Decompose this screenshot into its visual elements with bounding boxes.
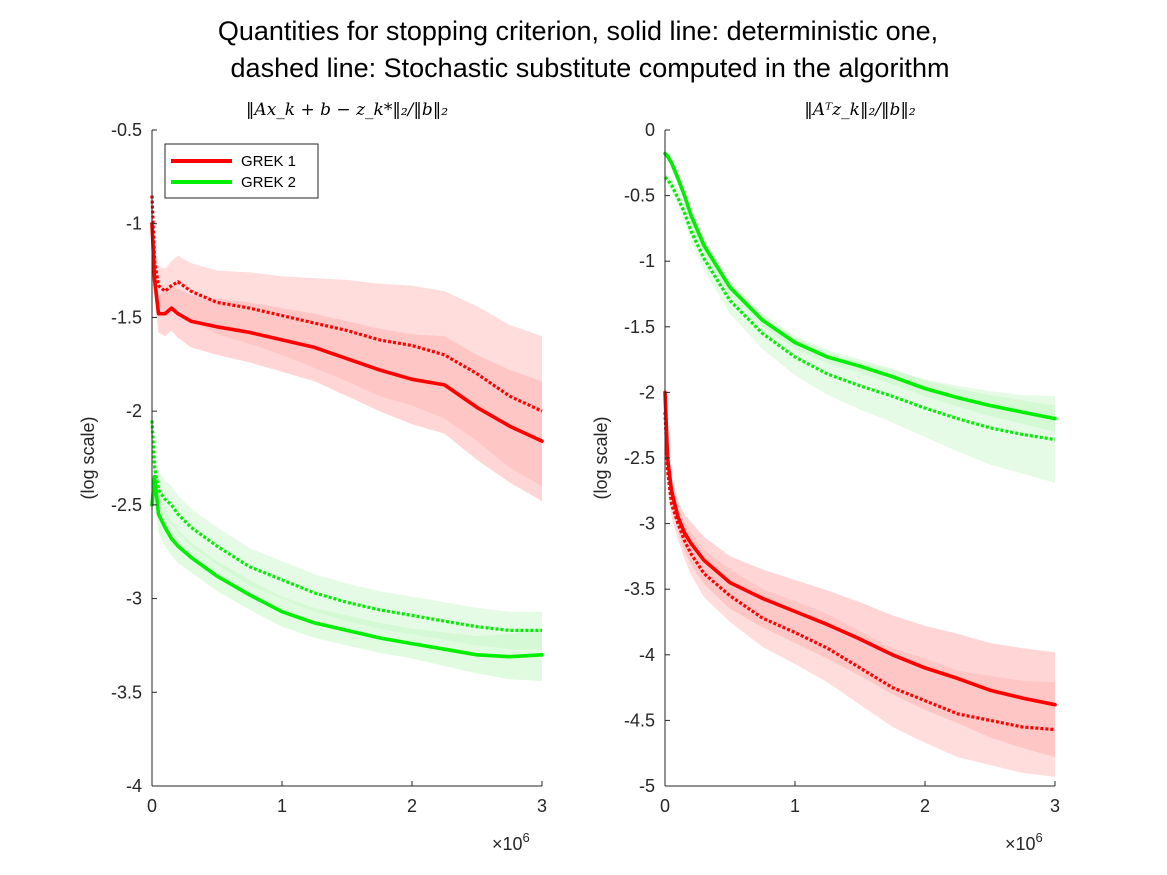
left-x-tick-label: 3 <box>537 796 547 816</box>
left-series-line-grek2-dashed <box>150 420 542 633</box>
right-y-tick-label: 0 <box>645 120 655 140</box>
right-y-tick-label: -3.5 <box>624 579 655 599</box>
right-series-line-grek1-solid <box>663 390 1057 707</box>
right-x-tick-label: 2 <box>920 796 930 816</box>
right-x-tick-label: 3 <box>1050 796 1060 816</box>
legend-entry-grek-2: GREK 2 <box>241 174 296 191</box>
left-y-axis-label: (log scale) <box>78 416 98 499</box>
left-series-line-grek1-dashed <box>150 195 543 413</box>
right-subplot: 0 1 2 3 -5 -4.5 -4 -3.5 -3 -2.5 -2 -1.5 -1 -0.5 0 ‖Aᵀz… <box>591 100 1060 854</box>
left-y-tick-label: -3 <box>126 589 142 609</box>
left-x-tick-label: 2 <box>407 796 417 816</box>
left-y-tick-label: -0.5 <box>111 120 142 140</box>
right-y-tick-label: -1 <box>639 251 655 271</box>
right-y-tick-label: -1.5 <box>624 317 655 337</box>
left-band-grek2-dashed <box>152 405 542 650</box>
left-y-tick-label: -4 <box>126 776 142 796</box>
right-y-tick-label: -5 <box>639 776 655 796</box>
right-x-exponent-power: 6 <box>1036 830 1043 845</box>
left-band-grek2-solid <box>152 458 542 681</box>
left-y-tick-label: -3.5 <box>111 682 142 702</box>
right-subplot-confidence-bands <box>665 149 1055 777</box>
right-y-tick-label: -3 <box>639 514 655 534</box>
left-subplot-title: ‖Ax_k + b − z_k*‖₂/‖b‖₂ <box>246 100 448 120</box>
right-band-grek2-dashed <box>665 173 1055 483</box>
right-band-grek2-solid <box>665 149 1055 432</box>
left-x-exponent-base: ×10 <box>492 834 523 854</box>
right-y-tick-label: -2.5 <box>624 448 655 468</box>
legend: GREK 1 GREK 2 <box>164 143 319 199</box>
figure-title-line-1: Quantities for stopping criterion, solid… <box>218 16 938 46</box>
left-x-exponent-power: 6 <box>523 830 530 845</box>
right-y-tick-label: -2 <box>639 382 655 402</box>
left-x-exponent-label: ×106 <box>492 830 530 854</box>
right-series-line-grek1-dashed <box>663 412 1056 732</box>
left-band-grek1-dashed <box>152 186 542 487</box>
left-subplot-ticks: 0 1 2 3 -4 -3.5 -3 -2.5 -2 -1.5 -1 -0.5 <box>111 120 547 816</box>
left-y-tick-label: -1.5 <box>111 307 142 327</box>
right-y-tick-label: -4 <box>639 645 655 665</box>
right-x-exponent-label: ×106 <box>1005 830 1043 854</box>
right-subplot-series-lines <box>663 151 1057 732</box>
right-series-line-grek2-dashed <box>663 176 1056 442</box>
left-x-tick-label: 1 <box>277 796 287 816</box>
left-x-tick-label: 0 <box>147 796 157 816</box>
left-series-line-grek2-solid <box>150 474 544 659</box>
left-series-line-grek1-solid <box>150 221 544 443</box>
right-x-exponent-base: ×10 <box>1005 834 1036 854</box>
right-y-axis-label: (log scale) <box>591 416 611 499</box>
right-subplot-ticks: 0 1 2 3 -5 -4.5 -4 -3.5 -3 -2.5 -2 -1.5 -1 -0.5 0 <box>624 120 1060 816</box>
right-x-tick-label: 1 <box>790 796 800 816</box>
left-subplot-series-lines <box>150 195 544 659</box>
figure-title-line-2: dashed line: Stochastic substitute compu… <box>231 53 950 83</box>
left-y-tick-label: -1 <box>126 214 142 234</box>
right-band-grek1-dashed <box>665 405 1055 777</box>
left-subplot: 0 1 2 3 -4 -3.5 -3 -2.5 -2 -1.5 -1 -0.5 ‖Ax_k + b −… <box>78 100 547 854</box>
right-series-line-grek2-solid <box>663 151 1057 421</box>
right-band-grek1-solid <box>665 385 1055 758</box>
left-y-tick-label: -2 <box>126 401 142 421</box>
right-x-tick-label: 0 <box>660 796 670 816</box>
left-y-tick-label: -2.5 <box>111 495 142 515</box>
right-subplot-title: ‖Aᵀz_k‖₂/‖b‖₂ <box>804 100 916 120</box>
legend-entry-grek-1: GREK 1 <box>241 153 296 170</box>
right-y-tick-label: -4.5 <box>624 710 655 730</box>
legend-box <box>164 143 319 199</box>
right-y-tick-label: -0.5 <box>624 186 655 206</box>
